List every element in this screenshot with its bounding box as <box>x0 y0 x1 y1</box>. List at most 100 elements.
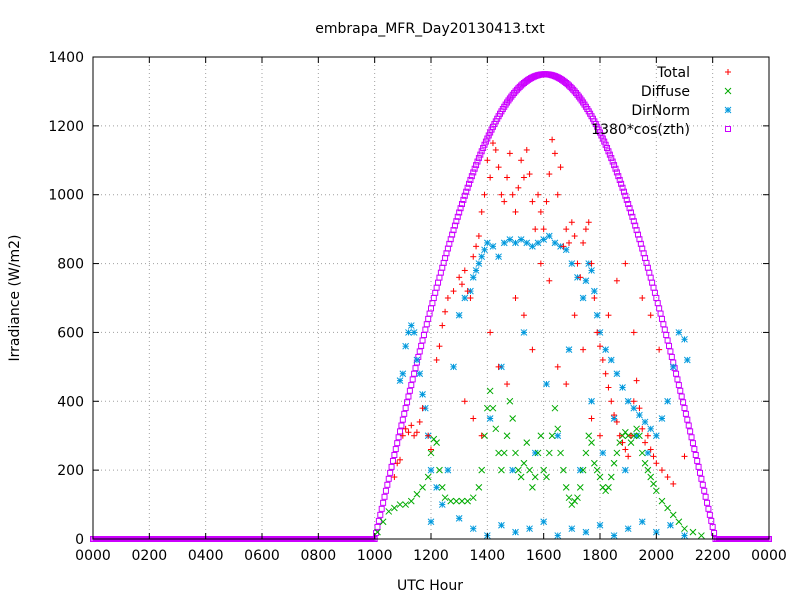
data-point <box>689 440 696 447</box>
data-point <box>678 393 685 400</box>
data-point <box>642 439 649 446</box>
data-point <box>472 267 480 274</box>
x-tick-label: 0000 <box>75 548 111 564</box>
data-point <box>467 295 474 301</box>
data-point <box>579 466 587 474</box>
data-point <box>636 432 643 440</box>
data-point <box>450 227 457 234</box>
data-point <box>410 329 418 336</box>
data-point <box>396 377 404 384</box>
data-point <box>433 356 440 363</box>
data-point <box>461 192 468 199</box>
data-point <box>657 310 664 317</box>
data-point <box>644 432 651 439</box>
data-point <box>427 518 435 526</box>
data-point <box>694 457 701 464</box>
data-point <box>433 484 440 491</box>
data-point <box>543 198 550 205</box>
data-point <box>623 196 630 203</box>
data-point <box>435 279 442 286</box>
data-point <box>604 144 611 151</box>
data-point <box>402 501 410 508</box>
data-point <box>554 191 561 198</box>
data-point <box>385 508 393 515</box>
data-point <box>609 158 616 165</box>
data-point <box>534 239 542 247</box>
data-point <box>433 284 440 291</box>
data-point <box>620 188 627 195</box>
data-point <box>438 501 446 508</box>
data-point <box>481 141 488 148</box>
data-point <box>394 460 401 467</box>
ticks: 0000 0200 0400 0600 0800 1000 1200 1400 1600 1800… <box>48 50 786 564</box>
data-point <box>661 326 668 333</box>
data-point <box>469 525 477 533</box>
data-point <box>663 332 670 339</box>
y-axis-label: Irradiance (W/m2) <box>7 235 23 362</box>
y-tick-label: 800 <box>57 257 84 273</box>
chart-title: embrapa_MFR_Day20130413.txt <box>315 21 545 37</box>
data-point <box>540 226 547 233</box>
data-point <box>416 370 424 378</box>
data-point <box>675 518 683 526</box>
data-point <box>437 269 444 276</box>
data-point <box>500 239 508 247</box>
data-point <box>537 260 544 267</box>
legend: Total Diffuse DirNorm 1380*cos(zth) <box>591 65 732 138</box>
y-tick-label: 600 <box>57 325 84 341</box>
data-point <box>554 425 562 433</box>
data-point <box>643 259 650 266</box>
data-point <box>402 342 410 350</box>
data-point <box>580 239 587 246</box>
data-point <box>407 322 415 329</box>
data-point <box>591 287 598 295</box>
data-point <box>605 384 612 391</box>
data-point <box>647 446 654 453</box>
data-point <box>582 277 590 285</box>
data-point <box>397 428 404 435</box>
data-point <box>615 173 622 180</box>
data-point <box>647 425 655 433</box>
data-point <box>619 384 626 391</box>
data-point <box>588 260 595 267</box>
data-point <box>531 449 539 457</box>
data-point <box>475 233 482 240</box>
data-point <box>474 158 481 165</box>
data-point <box>484 135 491 142</box>
data-point <box>565 346 573 353</box>
data-point <box>616 432 623 439</box>
data-point <box>526 525 533 533</box>
data-point <box>601 138 608 145</box>
data-point <box>597 343 603 350</box>
data-point <box>649 279 656 286</box>
x-tick-label: 1800 <box>582 548 618 564</box>
data-point <box>613 449 621 457</box>
data-point <box>458 201 465 208</box>
data-point <box>576 484 584 491</box>
legend-marker <box>724 106 732 114</box>
data-point <box>419 405 426 412</box>
data-point <box>422 326 429 333</box>
data-point <box>682 410 689 417</box>
data-point <box>543 473 550 481</box>
data-point <box>415 353 422 360</box>
y-tick-label: 1400 <box>48 50 84 66</box>
x-tick-label: 0800 <box>301 548 337 564</box>
data-point <box>608 155 615 162</box>
data-point <box>529 243 536 250</box>
data-point <box>392 446 399 453</box>
data-point <box>627 209 634 216</box>
y-tick-label: 1000 <box>48 188 84 204</box>
data-point <box>691 446 698 453</box>
x-tick-label: 2000 <box>639 548 675 564</box>
data-point <box>582 528 590 536</box>
data-point <box>416 348 423 355</box>
data-point <box>560 466 567 474</box>
data-point <box>433 439 440 446</box>
data-point <box>379 518 387 526</box>
data-point <box>630 404 638 412</box>
data-point <box>436 274 443 281</box>
data-point <box>430 294 437 301</box>
data-point <box>650 284 657 291</box>
data-point <box>599 356 606 363</box>
